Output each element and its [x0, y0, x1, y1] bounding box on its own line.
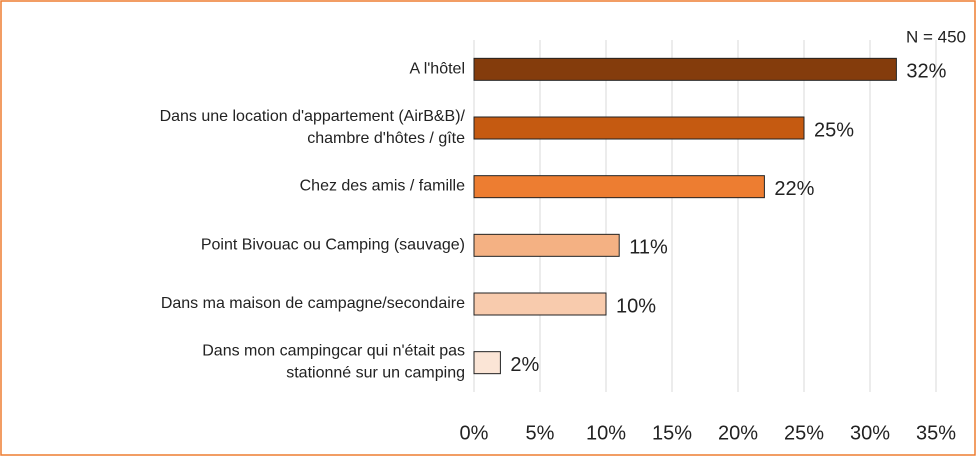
bar	[473, 292, 607, 316]
y-tick-label-line: Dans une location d'appartement (AirB&B)…	[160, 108, 466, 125]
y-tick-label: Chez des amis / famille	[300, 178, 465, 195]
x-tick-label: 15%	[652, 422, 692, 444]
y-tick-label: Dans une location d'appartement (AirB&B)…	[160, 108, 466, 147]
x-tick-label: 10%	[586, 422, 626, 444]
data-label: 11%	[629, 237, 668, 259]
bar	[473, 175, 765, 199]
data-label: 2%	[510, 354, 539, 376]
data-label: 32%	[906, 61, 946, 83]
x-tick-label: 20%	[718, 422, 758, 444]
data-label: 22%	[774, 178, 814, 200]
data-label: 10%	[616, 295, 656, 317]
x-tick-label: 30%	[850, 422, 890, 444]
y-tick-label-line: Dans ma maison de campagne/secondaire	[161, 295, 465, 312]
bar	[473, 116, 805, 140]
x-tick-label: 25%	[784, 422, 824, 444]
x-tick-label: 5%	[526, 422, 555, 444]
y-tick-label-line: chambre d'hôtes / gîte	[307, 130, 465, 147]
y-tick-label-line: Dans mon campingcar qui n'était pas	[202, 343, 465, 360]
annotation: N = 450	[906, 27, 966, 46]
data-label: 25%	[814, 119, 854, 141]
y-tick-label: A l'hôtel	[409, 61, 465, 78]
y-tick-label: Dans ma maison de campagne/secondaire	[161, 295, 465, 312]
x-tick-label: 0%	[460, 422, 489, 444]
x-tick-label: 35%	[916, 422, 956, 444]
y-tick-label-line: A l'hôtel	[409, 61, 465, 78]
y-tick-label-line: Point Bivouac ou Camping (sauvage)	[201, 237, 465, 254]
bar	[473, 351, 501, 375]
bar	[473, 57, 897, 81]
bar	[473, 233, 620, 257]
y-tick-label-line: stationné sur un camping	[286, 365, 465, 382]
y-tick-label-line: Chez des amis / famille	[300, 178, 465, 195]
y-tick-label: Dans mon campingcar qui n'était pas stati…	[202, 343, 465, 382]
y-tick-label: Point Bivouac ou Camping (sauvage)	[201, 237, 465, 254]
